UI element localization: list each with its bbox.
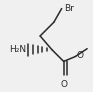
Text: Br: Br bbox=[64, 4, 73, 13]
Text: H₂N: H₂N bbox=[9, 45, 26, 54]
Text: O: O bbox=[60, 80, 67, 89]
Text: O: O bbox=[76, 51, 83, 60]
